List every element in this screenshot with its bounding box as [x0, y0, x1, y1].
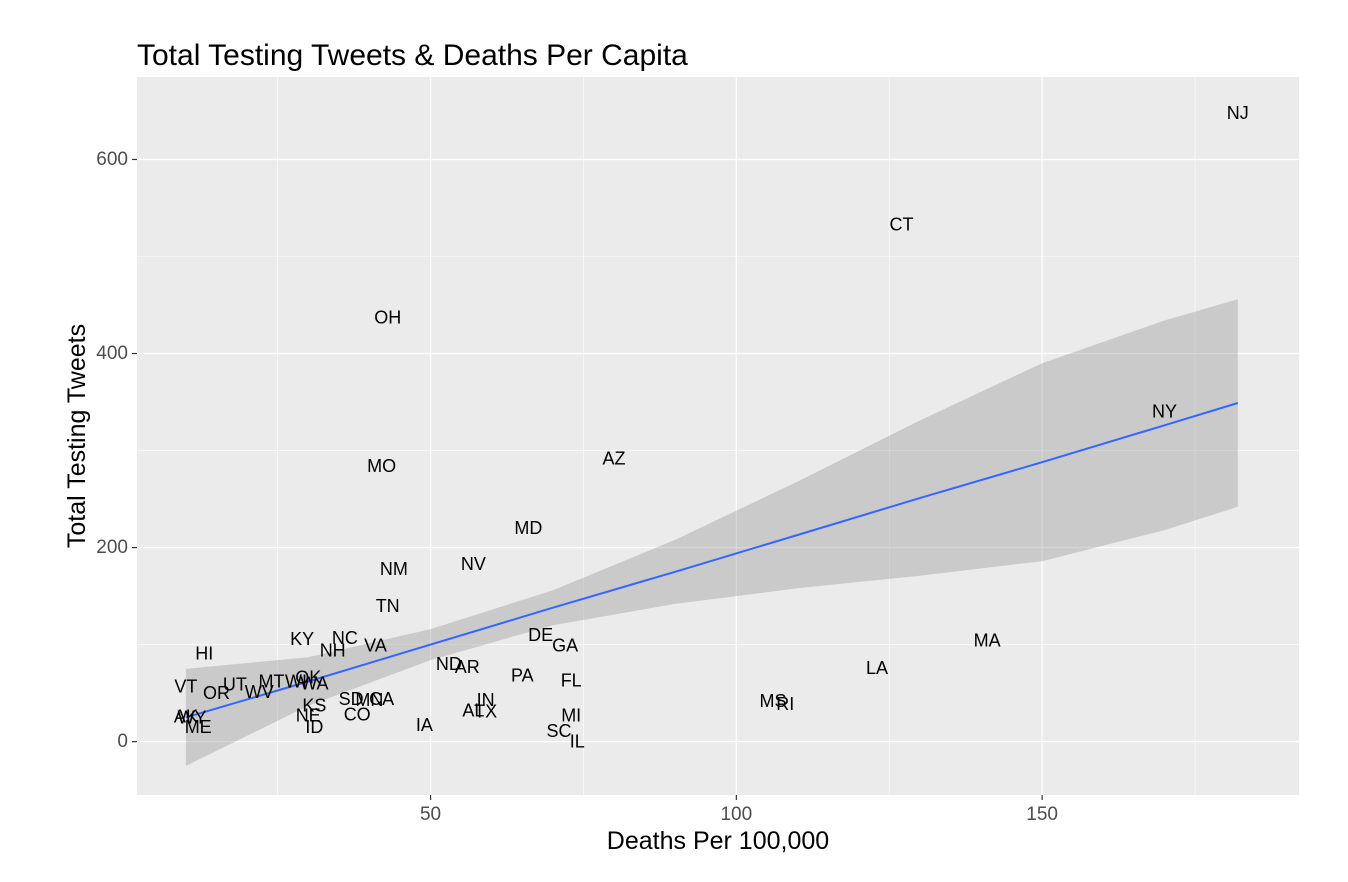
y-tick-label: 0: [117, 731, 128, 752]
state-label-vt: VT: [174, 676, 197, 696]
confidence-band-layer: [185, 299, 1238, 766]
state-label-nc: NC: [332, 628, 358, 648]
state-label-la: LA: [866, 658, 888, 678]
state-label-pa: PA: [511, 666, 534, 686]
state-label-ny: NY: [1152, 402, 1177, 422]
regression-line: [185, 402, 1239, 719]
state-label-tx: TX: [474, 702, 497, 722]
y-axis-title: Total Testing Tweets: [63, 324, 91, 548]
state-label-il: IL: [570, 732, 585, 752]
state-label-ar: AR: [455, 657, 480, 677]
x-tick-label: 100: [720, 804, 752, 825]
confidence-band: [185, 299, 1238, 766]
state-label-ga: GA: [552, 636, 578, 656]
state-label-in: IN: [477, 690, 495, 710]
state-label-ma: MA: [974, 631, 1001, 651]
state-label-ok: OK: [295, 668, 321, 688]
x-axis-title: Deaths Per 100,000: [607, 827, 829, 855]
state-label-hi: HI: [195, 643, 213, 663]
state-label-ks: KS: [302, 696, 326, 716]
state-label-az: AZ: [602, 448, 625, 468]
x-tick-label: 150: [1026, 804, 1058, 825]
state-label-ms: MS: [760, 691, 787, 711]
x-axis: 50 100 150: [420, 795, 1058, 825]
state-label-nm: NM: [380, 559, 408, 579]
state-label-ak: AK: [174, 706, 198, 726]
state-label-co: CO: [344, 705, 371, 725]
state-label-mt: MT: [259, 672, 285, 692]
state-label-nv: NV: [461, 554, 486, 574]
state-label-ri: RI: [776, 694, 794, 714]
state-label-ky: KY: [290, 629, 314, 649]
y-tick-label: 200: [96, 537, 128, 558]
state-label-md: MD: [514, 518, 542, 538]
state-label-al: AL: [462, 701, 484, 721]
state-label-ia: IA: [416, 715, 433, 735]
state-label-me: ME: [185, 717, 212, 737]
y-axis: 0 200 400 600: [96, 149, 137, 752]
state-label-ne: NE: [296, 705, 321, 725]
chart-title: Total Testing Tweets & Deaths Per Capita: [137, 39, 688, 72]
state-label-sd: SD: [339, 689, 364, 709]
y-tick-label: 400: [96, 343, 128, 364]
state-label-tn: TN: [376, 596, 400, 616]
x-tick-label: 50: [420, 804, 441, 825]
state-label-sc: SC: [546, 721, 571, 741]
state-label-va: VA: [364, 636, 387, 656]
state-label-nd: ND: [436, 654, 462, 674]
y-tick-label: 600: [96, 149, 128, 170]
state-label-mo: MO: [367, 456, 396, 476]
state-label-ca: CA: [369, 689, 394, 709]
state-label-ct: CT: [890, 215, 914, 235]
state-label-wa: WA: [300, 673, 328, 693]
state-label-oh: OH: [374, 308, 401, 328]
state-label-ut: UT: [223, 674, 247, 694]
state-label-or: OR: [203, 683, 230, 703]
state-label-de: DE: [528, 625, 553, 645]
state-label-wi: WI: [285, 672, 307, 692]
state-label-wy: WY: [178, 707, 207, 727]
state-label-wv: WV: [245, 682, 274, 702]
gridlines: [137, 77, 1299, 795]
state-label-nj: NJ: [1227, 103, 1249, 123]
state-label-id: ID: [305, 717, 323, 737]
fit-line-layer: [185, 402, 1239, 719]
state-label-mn: MN: [355, 690, 383, 710]
state-label-mi: MI: [561, 705, 581, 725]
state-label-nh: NH: [320, 640, 346, 660]
state-label-fl: FL: [561, 671, 582, 691]
